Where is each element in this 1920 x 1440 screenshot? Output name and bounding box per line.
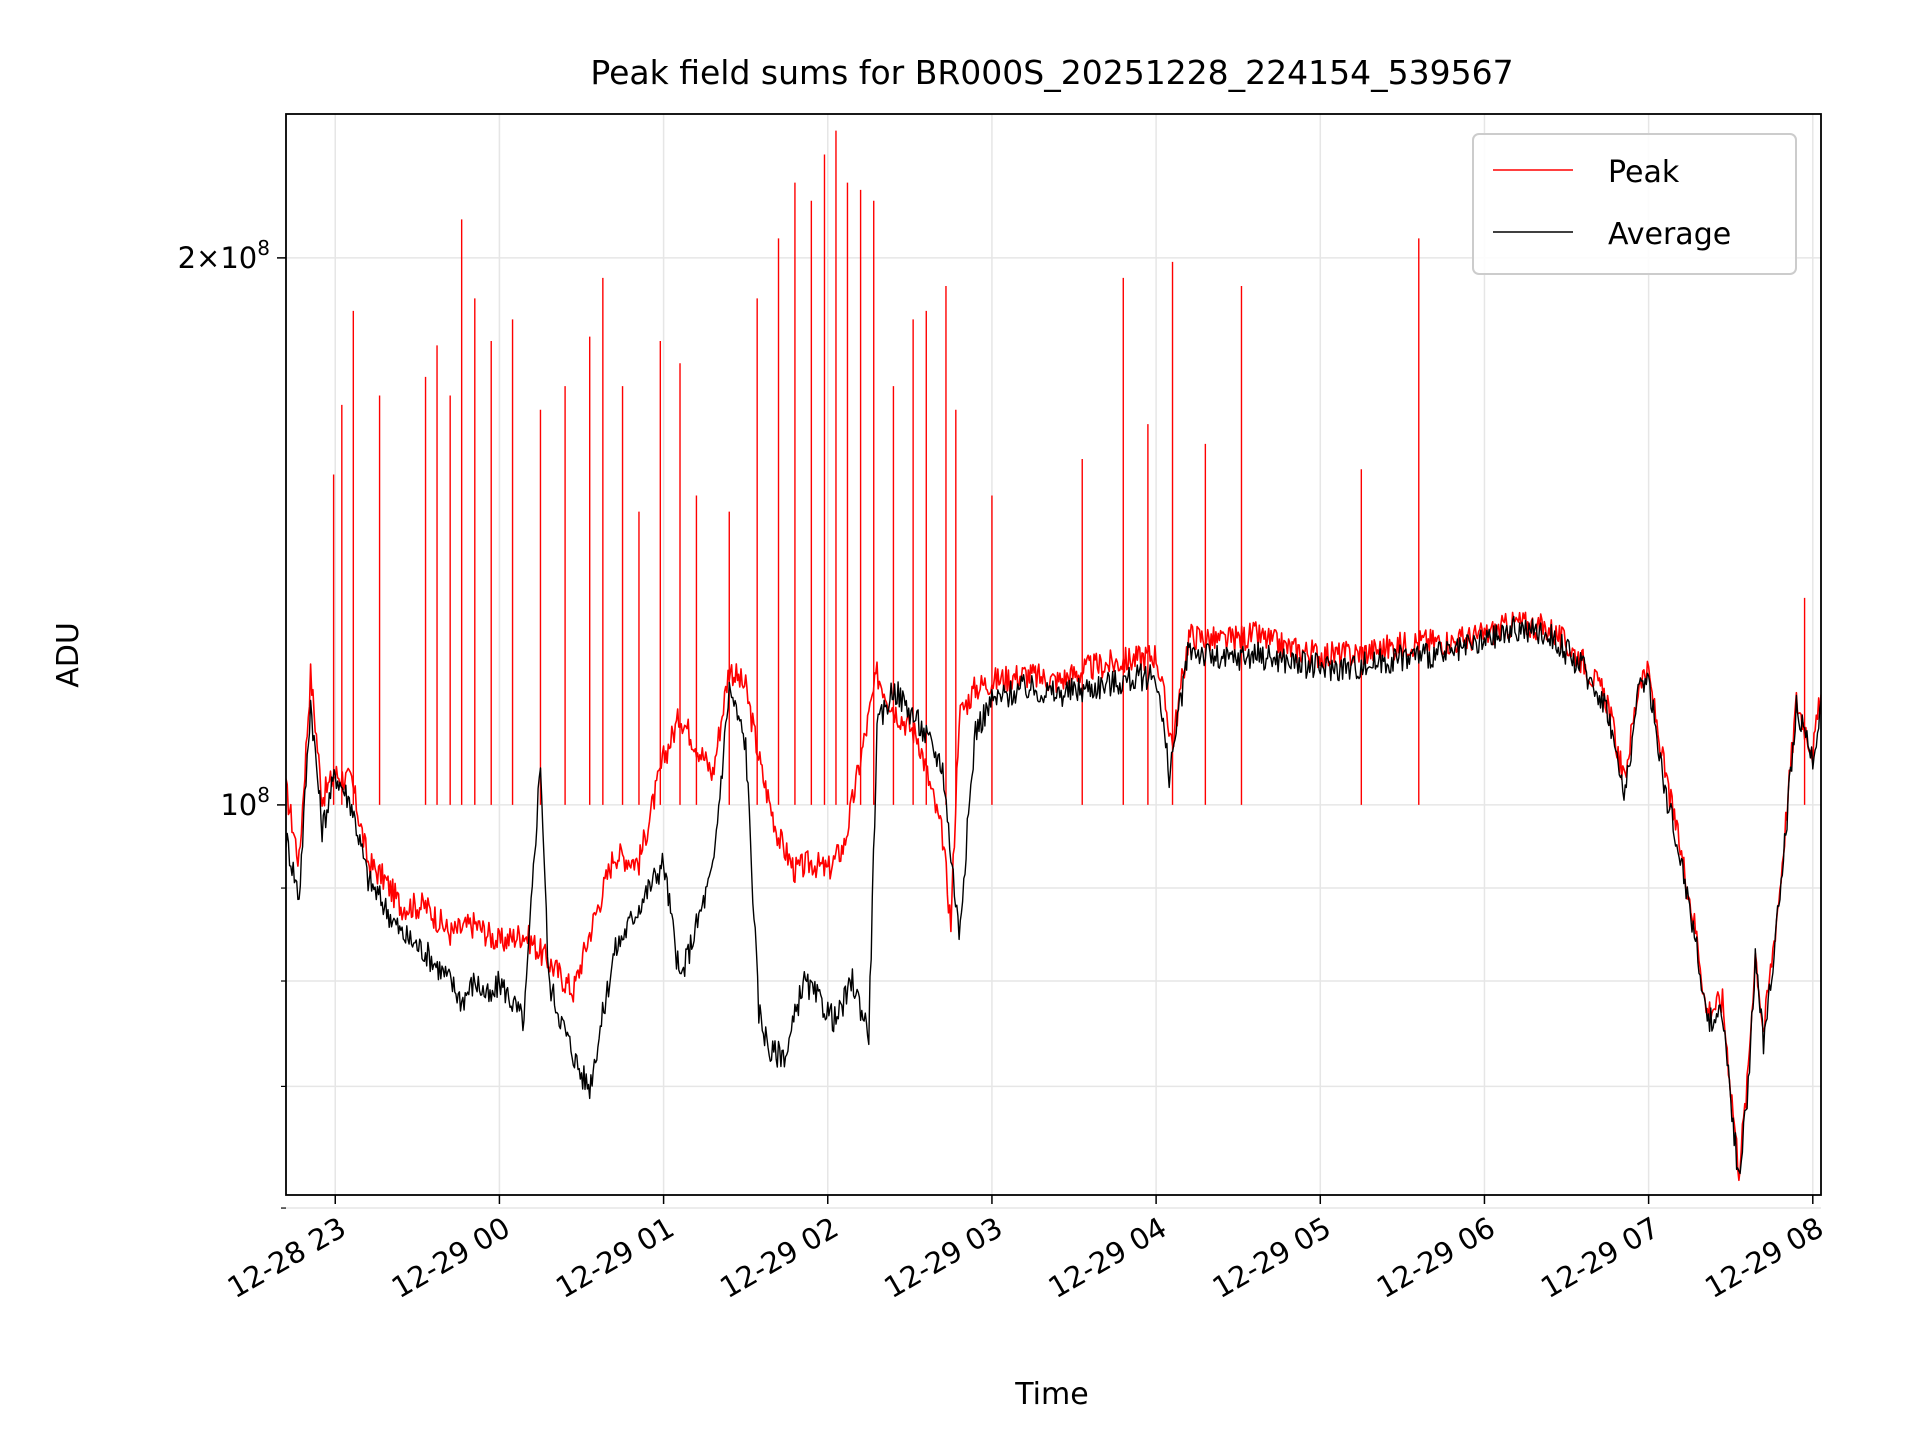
series-layer: [286, 130, 1821, 1182]
series-line-peak: [286, 611, 1821, 1182]
legend-box: [1472, 133, 1797, 275]
x-axis-label: Time: [1014, 1377, 1088, 1412]
grid: [286, 114, 1821, 1209]
legend: Peak Average: [1472, 133, 1797, 275]
legend-average-label: Average: [1608, 217, 1731, 252]
plot-area: [286, 130, 1821, 1182]
y-axis-label: ADU: [51, 622, 86, 688]
y-tick-label: 2×108: [178, 236, 270, 275]
legend-peak-label: Peak: [1608, 155, 1680, 190]
plot-frame: [285, 113, 1822, 1196]
chart-title: Peak field sums for BR000S_20251228_2241…: [590, 53, 1513, 92]
series-line-average: [286, 615, 1821, 1175]
